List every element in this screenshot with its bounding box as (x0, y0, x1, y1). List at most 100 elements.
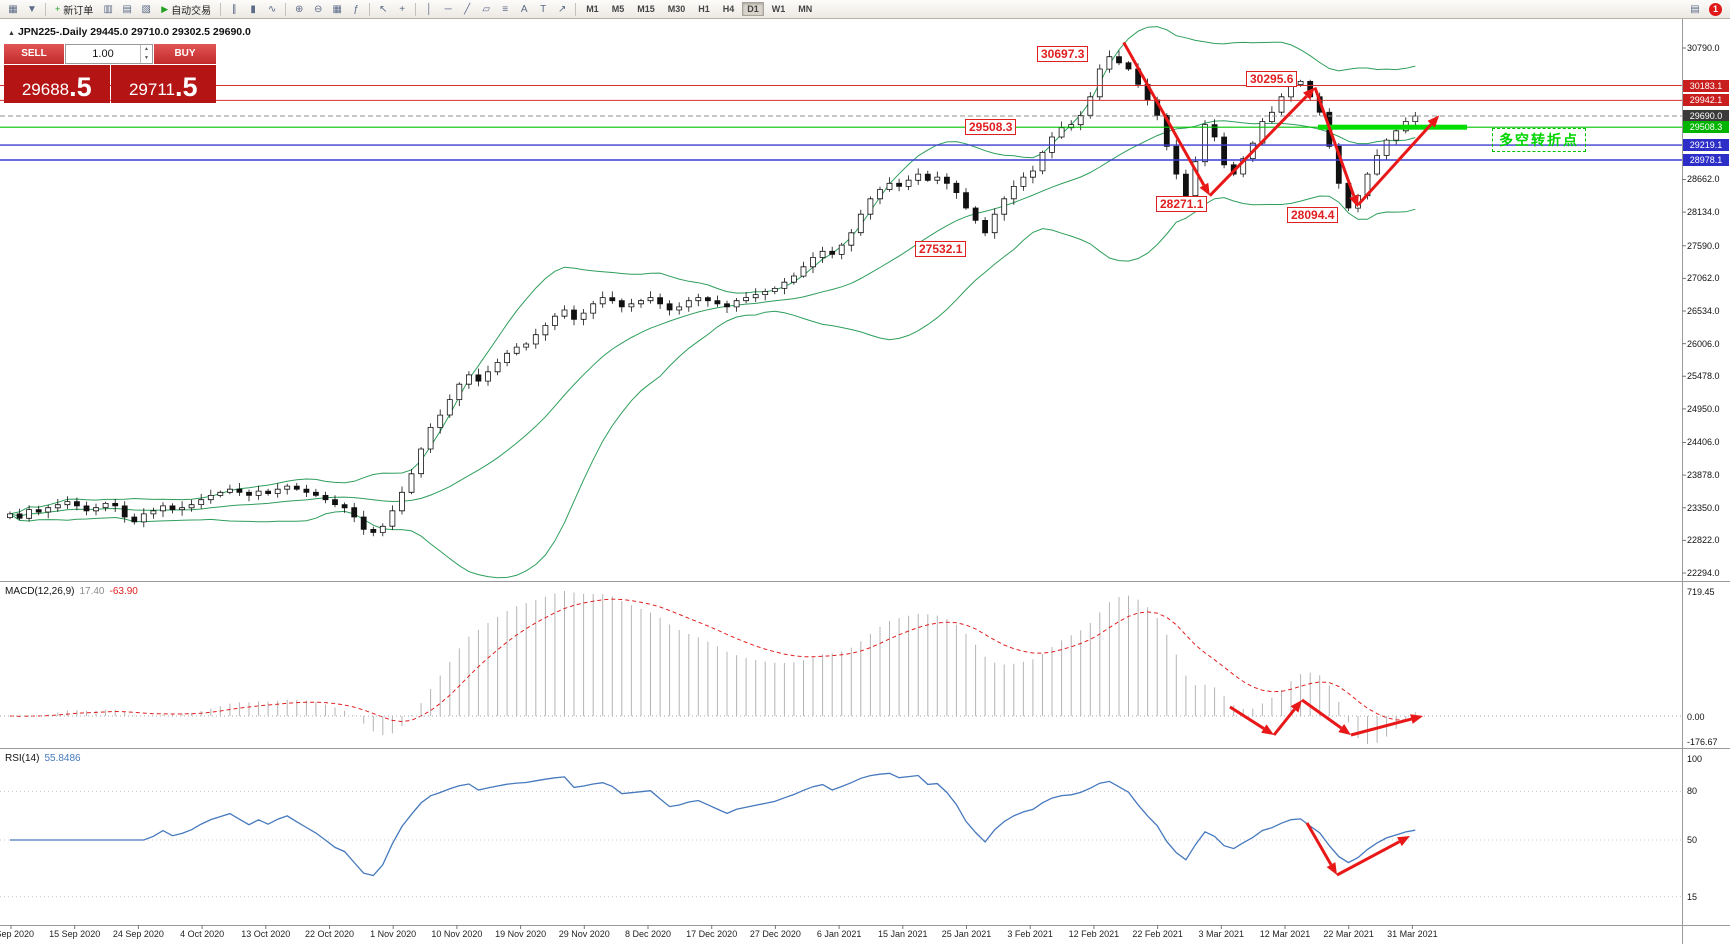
tile-windows-icon[interactable]: ▦ (332, 3, 342, 15)
trend-arrow-head (1410, 714, 1423, 724)
timeframe-button-d1[interactable]: D1 (742, 2, 764, 16)
drawings-layer[interactable] (0, 41, 1682, 877)
timeframe-button-m5[interactable]: M5 (611, 4, 625, 14)
channel-icon[interactable]: ▱ (482, 3, 491, 15)
main-chart-layer (7, 26, 1419, 579)
timeframe-button-h4[interactable]: H4 (722, 4, 735, 14)
date-axis-label: 8 Dec 2020 (624, 929, 672, 939)
trend-arrow-line[interactable] (1350, 717, 1412, 737)
horizontal-line-icon[interactable]: ─ (444, 3, 452, 15)
price-axis-label: 27590.0 (1687, 240, 1720, 251)
date-axis-label: 12 Feb 2021 (1068, 929, 1120, 939)
zoom-out-icon[interactable]: ⊖ (313, 3, 323, 15)
spin-up-icon[interactable]: ▲ (144, 46, 149, 52)
crosshair-icon[interactable]: + (399, 3, 406, 15)
trend-arrow-line[interactable] (1272, 708, 1296, 736)
trend-arrow-line[interactable] (1301, 698, 1343, 730)
price-axis-label: 23350.0 (1687, 502, 1720, 513)
zoom-in-icon[interactable]: ⊕ (294, 3, 304, 15)
sell-price-button[interactable]: 29688.5 (4, 65, 110, 103)
new-order-button[interactable]: + 新订单 (50, 1, 98, 17)
price-annotation-28094.4[interactable]: 28094.4 (1287, 206, 1339, 223)
timeframe-button-w1[interactable]: W1 (771, 4, 786, 14)
trend-arrow-line[interactable] (1356, 123, 1433, 206)
price-axis-label: 22822.0 (1687, 535, 1720, 546)
price-axis-label: 24950.0 (1687, 403, 1720, 414)
price-annotation-29508.3[interactable]: 29508.3 (965, 119, 1017, 136)
bar-chart-icon[interactable]: ∥ (231, 3, 237, 15)
chart-title-text: JPN225-.Daily 29445.0 29710.0 29302.5 29… (17, 26, 251, 38)
market-watch-icon[interactable]: ▥ (103, 3, 113, 15)
buy-price-button[interactable]: 29711.5 (110, 65, 216, 103)
trend-arrow-line[interactable] (1229, 705, 1265, 730)
macd-signal-line (9, 598, 1416, 723)
timeframe-button-mn[interactable]: MN (798, 4, 813, 14)
auto-trading-button[interactable]: ▶ 自动交易 (156, 1, 216, 17)
timeframe-button-m1[interactable]: M1 (586, 4, 599, 14)
date-axis-label: 25 Jan 2021 (941, 929, 992, 939)
spin-down-icon[interactable]: ▼ (144, 55, 149, 61)
vertical-line-icon[interactable]: │ (426, 3, 433, 15)
navigator-icon[interactable]: ▧ (141, 3, 151, 15)
toolbar-separator (415, 2, 417, 16)
macd-axis-label: 719.45 (1687, 587, 1715, 597)
trend-arrow-head (1290, 700, 1302, 713)
candlestick-icon[interactable]: ▮ (250, 3, 256, 15)
volume-stepper[interactable]: 1.00 ▲ ▼ (65, 44, 153, 64)
text-icon[interactable]: A (520, 3, 528, 15)
docs-icon[interactable]: ▤ (1690, 3, 1700, 15)
cursor-icon[interactable]: ↖ (378, 3, 388, 15)
trendline-icon[interactable]: ╱ (464, 3, 471, 15)
macd-signal-value: -63.90 (109, 586, 138, 597)
toolbar-separator (575, 2, 577, 16)
date-axis-label: 29 Nov 2020 (558, 929, 610, 939)
price-axis-label: 26006.0 (1687, 338, 1720, 349)
bull-candles (7, 56, 1419, 533)
support-zone-line[interactable] (1318, 124, 1467, 130)
line-chart-icon[interactable]: ∿ (267, 3, 277, 15)
trend-arrow-line[interactable] (1122, 41, 1206, 186)
price-annotation-28271.1[interactable]: 28271.1 (1156, 195, 1208, 212)
profiles-icon[interactable]: ▼ (27, 3, 37, 15)
new-chart-icon[interactable]: ▦ (8, 3, 18, 15)
macd-layer (0, 591, 1682, 744)
toolbar-separator (45, 2, 46, 16)
trend-arrow-line[interactable] (1305, 822, 1333, 866)
date-axis-label: 31 Mar 2021 (1387, 929, 1438, 939)
trend-arrow-line[interactable] (1336, 840, 1401, 877)
new-order-button-label: 新订单 (63, 5, 94, 17)
price-annotation-30697.3[interactable]: 30697.3 (1037, 45, 1089, 62)
rsi-value: 55.8486 (44, 753, 81, 764)
trend-arrow-line[interactable] (1208, 95, 1308, 197)
bull-bear-pivot-note[interactable]: 多空转折点 (1492, 128, 1586, 152)
rsi-axis-label: 15 (1687, 891, 1698, 902)
trend-arrow-head (1261, 724, 1274, 735)
price-tag-29508.3: 29508.3 (1683, 121, 1729, 134)
price-tag-29690.0: 29690.0 (1683, 109, 1729, 122)
notification-badge[interactable]: 1 (1709, 2, 1722, 16)
price-annotation-27532.1[interactable]: 27532.1 (915, 241, 967, 258)
bollinger-lower-band (9, 195, 1416, 579)
timeframe-button-h1[interactable]: H1 (698, 4, 710, 14)
volume-value[interactable]: 1.00 (92, 48, 114, 60)
date-axis-label: 3 Feb 2021 (1007, 929, 1053, 939)
indicators-icon[interactable]: ƒ (353, 3, 359, 15)
arrows-tool-icon[interactable]: ↗ (557, 3, 567, 15)
volume-spin-buttons[interactable]: ▲ ▼ (140, 45, 152, 63)
data-window-icon[interactable]: ▤ (122, 3, 132, 15)
price-annotation-30295.6[interactable]: 30295.6 (1246, 70, 1298, 87)
timeframe-button-m15[interactable]: M15 (637, 4, 655, 14)
collapse-icon[interactable]: ▲ (8, 30, 15, 37)
label-icon[interactable]: T (540, 3, 547, 15)
date-axis-label: 17 Dec 2020 (686, 929, 738, 939)
price-axis-label: 28134.0 (1687, 207, 1720, 218)
timeframe-button-m30[interactable]: M30 (667, 4, 686, 14)
date-axis-label: 3 Mar 2021 (1198, 929, 1245, 939)
fibonacci-icon[interactable]: ≡ (502, 3, 509, 15)
buy-button[interactable]: BUY (154, 44, 216, 64)
date-axis-label: 15 Jan 2021 (878, 929, 928, 939)
sell-button[interactable]: SELL (4, 44, 64, 64)
trend-arrow-line[interactable] (1313, 87, 1356, 197)
